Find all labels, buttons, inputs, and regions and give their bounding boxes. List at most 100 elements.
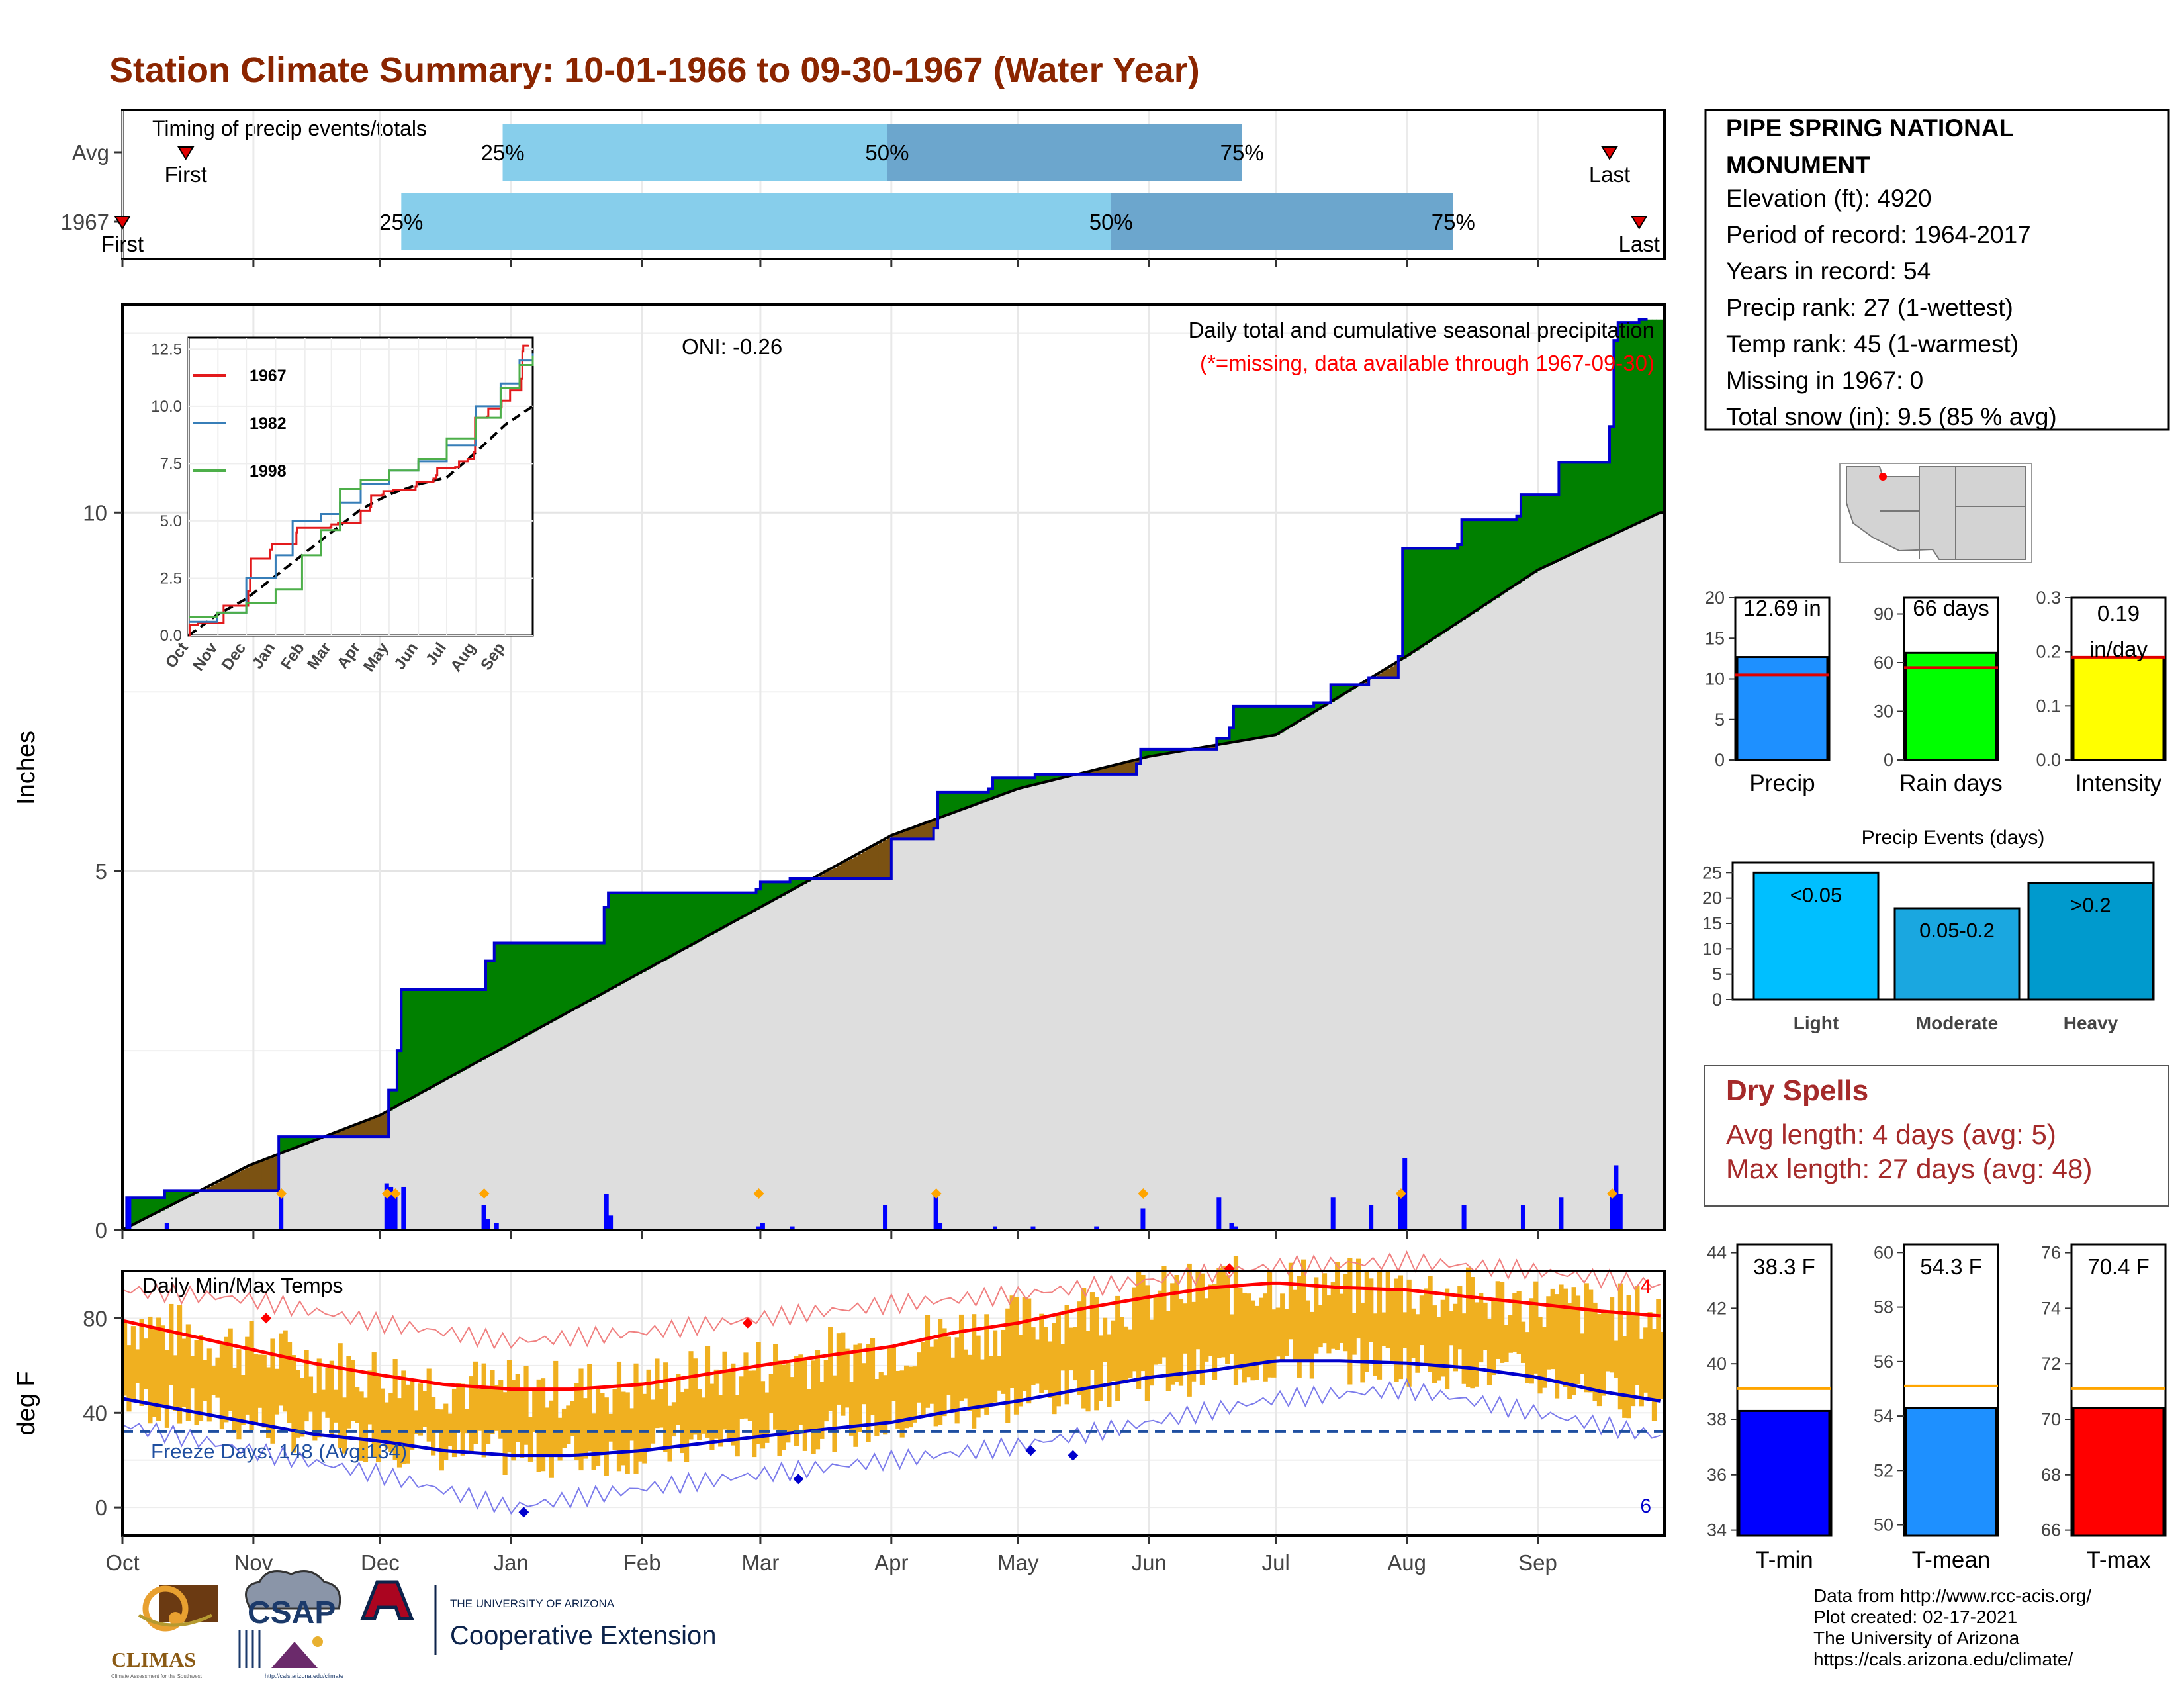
- daily-temp-bar: [1073, 1327, 1078, 1381]
- above-avg-area: [481, 989, 486, 1060]
- cumulative-fill: [1457, 622, 1463, 1230]
- cumulative-fill: [963, 809, 968, 1230]
- event-marker: [390, 1188, 401, 1199]
- daily-temp-bar: [1445, 1288, 1450, 1390]
- cumulative-fill: [1432, 639, 1437, 1230]
- daily-temp-bar: [1474, 1302, 1479, 1387]
- inset-legend-label: 1998: [250, 462, 287, 481]
- cumulative-fill: [1385, 677, 1390, 1230]
- above-avg-area: [1525, 494, 1530, 579]
- daily-temp-bar: [1094, 1297, 1099, 1411]
- daily-temp-bar: [1107, 1334, 1112, 1407]
- event-marker: [276, 1188, 287, 1199]
- cumulative-fill: [781, 895, 786, 1230]
- cumulative-fill: [1195, 749, 1201, 1230]
- above-avg-area: [1144, 749, 1150, 758]
- daily-temp-bar: [177, 1305, 183, 1424]
- cumulative-fill: [1242, 740, 1247, 1230]
- cumulative-fill: [819, 878, 825, 1230]
- cumulative-fill: [1436, 636, 1441, 1230]
- cumulative-fill: [988, 799, 993, 1230]
- above-avg-area: [1043, 774, 1048, 783]
- daily-temp-bar: [1495, 1281, 1500, 1359]
- above-avg-area: [308, 1137, 313, 1143]
- cumulative-fill: [1288, 727, 1293, 1230]
- above-avg-area: [426, 989, 432, 1090]
- inset-ytick-label: 12.5: [151, 340, 182, 358]
- above-avg-area: [1495, 520, 1500, 598]
- above-avg-area: [680, 892, 685, 951]
- cumulative-fill: [908, 839, 913, 1230]
- timing-bar-first-half: [401, 193, 1111, 250]
- daily-temp-bar: [376, 1374, 381, 1462]
- cumulative-fill: [946, 815, 951, 1230]
- tmin-tick-label: 40: [1707, 1354, 1727, 1374]
- below-avg-area: [380, 1115, 385, 1137]
- daily-temp-bar: [1204, 1298, 1209, 1362]
- cumulative-fill: [469, 1066, 474, 1230]
- cumulative-fill: [494, 1053, 499, 1230]
- above-avg-area: [608, 892, 614, 990]
- events-tick-label: 10: [1702, 939, 1722, 959]
- above-avg-area: [1048, 774, 1052, 782]
- daily-temp-bar: [460, 1383, 465, 1456]
- event-marker: [931, 1188, 942, 1199]
- month-label: Feb: [623, 1550, 661, 1575]
- above-avg-area: [773, 882, 778, 900]
- daily-temp-bar: [1102, 1317, 1108, 1362]
- daily-temp-bar: [1651, 1329, 1657, 1421]
- above-avg-area: [1651, 319, 1657, 517]
- cumulative-fill: [380, 1137, 385, 1230]
- cumulative-fill: [1571, 554, 1576, 1230]
- precip-note: Daily total and cumulative seasonal prec…: [1189, 318, 1655, 342]
- events-tick-label: 20: [1702, 888, 1722, 908]
- below-avg-area: [1208, 746, 1213, 749]
- above-avg-area: [954, 792, 960, 812]
- cumulative-fill: [266, 1190, 271, 1230]
- daily-temp-bar: [921, 1342, 926, 1417]
- daily-temp-bar: [418, 1383, 424, 1436]
- below-avg-area: [232, 1174, 237, 1191]
- cumulative-fill: [1191, 749, 1197, 1230]
- above-avg-area: [1284, 706, 1289, 730]
- above-avg-area: [1246, 706, 1251, 740]
- cumulative-fill: [312, 1141, 318, 1230]
- daily-temp-bar: [1377, 1270, 1383, 1380]
- above-avg-area: [401, 989, 406, 1104]
- above-avg-area: [942, 792, 947, 817]
- daily-temp-bar: [240, 1375, 246, 1425]
- cumulative-fill: [1098, 774, 1103, 1230]
- daily-temp-bar: [1491, 1298, 1496, 1376]
- cumulative-fill: [1174, 752, 1179, 1230]
- cumulative-fill: [1187, 749, 1192, 1230]
- cumulative-fill: [177, 1201, 182, 1230]
- daily-temp-bar: [773, 1344, 778, 1430]
- above-avg-area: [764, 882, 770, 905]
- cumulative-fill: [993, 798, 997, 1230]
- daily-precip-bar: [1614, 1165, 1619, 1230]
- below-avg-area: [206, 1186, 212, 1191]
- cumulative-fill: [1647, 518, 1653, 1230]
- inset-1998-line: [189, 355, 534, 618]
- above-avg-area: [414, 989, 419, 1097]
- cumulative-fill: [338, 1137, 343, 1230]
- cumulative-fill: [240, 1190, 246, 1230]
- cumulative-fill: [887, 878, 892, 1230]
- daily-temp-bar: [1085, 1331, 1091, 1412]
- daily-temp-bar: [350, 1360, 355, 1421]
- cumulative-fill: [396, 1105, 402, 1230]
- cumulative-fill: [1018, 788, 1023, 1230]
- daily-temp-bar: [1520, 1321, 1526, 1363]
- daily-temp-bar: [1263, 1293, 1268, 1382]
- cumulative-fill: [692, 944, 698, 1230]
- above-avg-area: [676, 892, 681, 953]
- daily-precip-bar: [494, 1223, 499, 1230]
- below-avg-area: [1390, 666, 1395, 678]
- above-avg-area: [1504, 520, 1509, 592]
- below-avg-area: [1107, 767, 1112, 774]
- above-avg-area: [1347, 684, 1353, 692]
- below-avg-area: [249, 1165, 254, 1191]
- above-avg-area: [143, 1197, 148, 1219]
- cumulative-fill: [853, 878, 858, 1230]
- tmax-tick-label: 76: [2041, 1243, 2061, 1263]
